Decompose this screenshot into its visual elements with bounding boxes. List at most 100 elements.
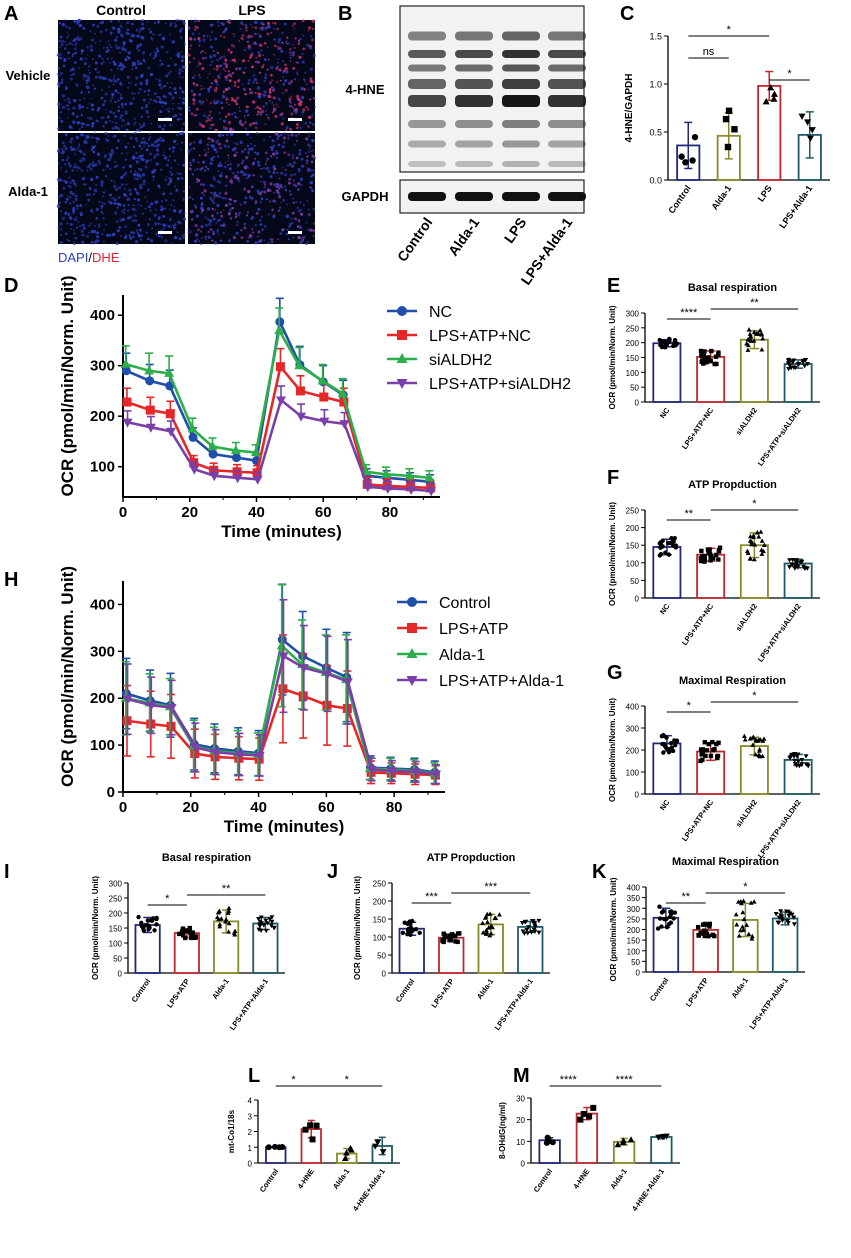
cell-dot — [190, 38, 193, 41]
cell-dot — [246, 211, 250, 214]
cell-dot — [155, 148, 160, 152]
cell-dot — [264, 76, 267, 80]
cell-dot — [265, 110, 267, 112]
data-point — [258, 928, 264, 934]
cell-dot — [145, 161, 148, 164]
data-point — [522, 931, 527, 936]
blot-band — [548, 95, 586, 107]
significance-label: ** — [681, 891, 690, 903]
cell-dot — [100, 62, 103, 65]
cell-dot — [170, 174, 173, 177]
cell-dot — [169, 70, 173, 73]
cell-dot — [211, 60, 214, 63]
cell-dot — [110, 96, 114, 100]
cell-dot — [132, 61, 136, 65]
cell-dot — [66, 103, 69, 107]
cell-dot — [264, 123, 267, 126]
cell-dot — [166, 108, 169, 111]
significance-label: **** — [616, 1074, 634, 1086]
cell-dot — [212, 230, 216, 234]
cell-dot — [106, 115, 110, 119]
cell-dot — [236, 96, 240, 100]
cell-dot — [167, 72, 171, 75]
cell-dot — [144, 60, 146, 63]
cell-dot — [265, 198, 269, 201]
cell-dot — [286, 36, 289, 39]
cell-dot — [204, 52, 207, 55]
cell-dot — [254, 224, 257, 227]
cell-dot — [182, 190, 185, 193]
y-tick-label: 10 — [516, 1138, 525, 1147]
cell-dot — [76, 121, 78, 124]
cell-dot — [167, 225, 171, 228]
cell-dot — [67, 194, 69, 197]
data-point — [232, 928, 238, 933]
cell-dot — [75, 226, 79, 229]
data-point — [529, 930, 534, 935]
y-axis-label: 4-HNE/GAPDH — [624, 74, 635, 143]
cell-dot — [281, 145, 285, 149]
cell-dot — [282, 75, 285, 78]
cell-dot — [257, 110, 260, 114]
cell-dot — [65, 197, 70, 201]
cell-dot — [140, 116, 143, 119]
data-point — [801, 564, 806, 569]
cell-dot — [153, 156, 156, 159]
cell-dot — [181, 76, 184, 79]
data-point — [708, 753, 714, 759]
cell-dot — [229, 50, 233, 54]
cell-dot — [72, 106, 76, 110]
cell-dot — [285, 40, 288, 43]
cell-dot — [60, 167, 62, 169]
data-point — [740, 924, 745, 929]
cell-dot — [66, 116, 69, 119]
cell-dot — [154, 54, 158, 58]
cell-dot — [248, 78, 251, 82]
cell-dot — [309, 228, 313, 232]
x-tick-label: NC — [658, 406, 672, 421]
cell-dot — [275, 132, 279, 136]
cell-dot — [274, 22, 277, 25]
cell-dot — [134, 209, 137, 211]
cell-dot — [57, 148, 60, 151]
cell-dot — [241, 174, 244, 176]
cell-dot — [94, 61, 98, 65]
cell-dot — [162, 207, 165, 210]
cell-dot — [160, 86, 163, 90]
cell-dot — [74, 47, 77, 51]
data-point — [522, 920, 528, 925]
cell-dot — [217, 233, 220, 236]
cell-dot — [117, 138, 120, 141]
cell-dot — [155, 200, 159, 204]
cell-dot — [217, 99, 220, 103]
cell-dot — [252, 174, 255, 177]
cell-dot — [261, 109, 265, 114]
cell-dot — [161, 36, 166, 41]
cell-dot — [193, 169, 196, 172]
legend-item: LPS+ATP — [397, 621, 509, 638]
cell-dot — [238, 106, 241, 109]
cell-dot — [80, 113, 83, 117]
cell-dot — [294, 108, 299, 112]
cell-dot — [251, 52, 254, 55]
cell-dot — [169, 177, 173, 181]
data-point — [744, 548, 750, 554]
x-tick-label: Alda-1 — [475, 977, 496, 1001]
y-tick-label: 300 — [626, 310, 640, 319]
cell-dot — [312, 207, 315, 211]
data-point — [741, 898, 746, 903]
y-tick-label: 100 — [90, 737, 115, 754]
cell-dot — [268, 118, 270, 121]
cell-dot — [287, 137, 290, 140]
cell-dot — [66, 31, 69, 34]
data-point — [145, 376, 155, 386]
cell-dot — [198, 240, 200, 243]
cell-dot — [57, 127, 60, 130]
cell-dot — [294, 217, 298, 221]
data-point — [741, 916, 747, 922]
cell-dot — [153, 51, 156, 53]
cell-dot — [272, 89, 275, 92]
cell-dot — [279, 171, 283, 175]
cell-dot — [304, 71, 307, 74]
